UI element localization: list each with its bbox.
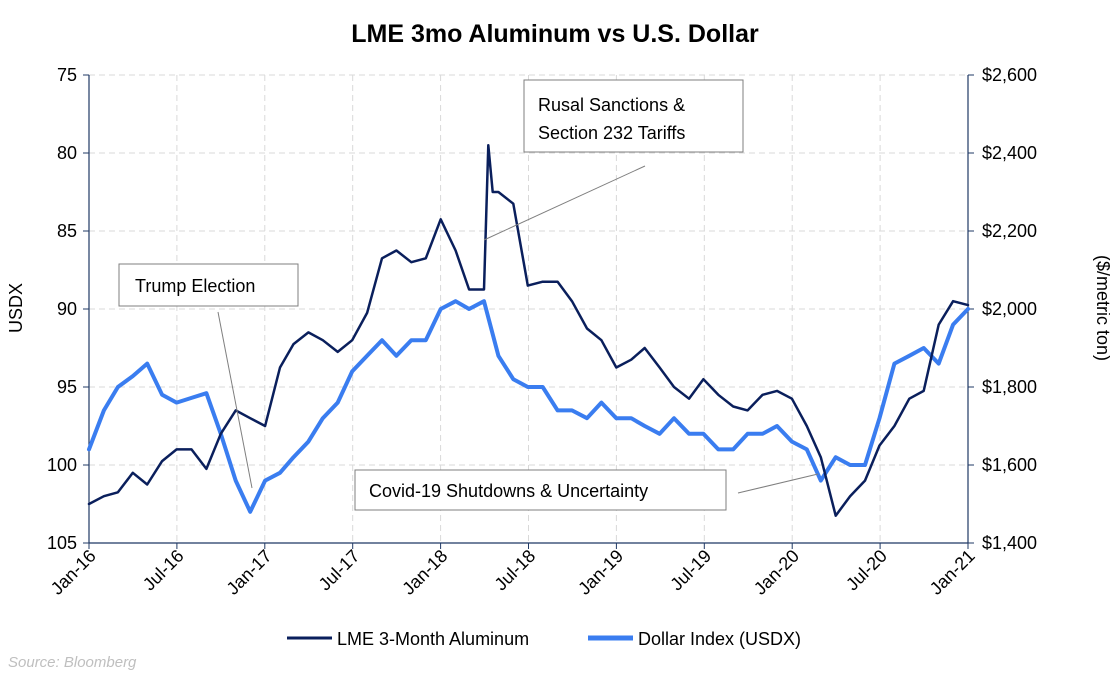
- legend-label-dollar: Dollar Index (USDX): [638, 629, 801, 649]
- x-tick-label: Jul-19: [666, 546, 715, 595]
- x-axis-ticks: Jan-16 Jul-16 Jan-17 Jul-17 Jan-18 Jul-18 Jan-…: [47, 543, 979, 599]
- chart-title: LME 3mo Aluminum vs U.S. Dollar: [351, 20, 759, 48]
- x-tick-label: Jul-18: [491, 546, 540, 595]
- annotation-rusal: Rusal Sanctions & Section 232 Tariffs: [483, 79, 744, 241]
- annotation-trump-box: [118, 263, 299, 307]
- right-tick-label: $1,600: [982, 455, 1037, 475]
- series-lines: [87, 143, 970, 517]
- x-tick-label: Jan-17: [223, 546, 276, 599]
- right-tick-label: $2,200: [982, 221, 1037, 241]
- x-tick-label: Jul-16: [139, 546, 188, 595]
- right-axis-label: ($/metric ton): [1093, 255, 1110, 361]
- left-axis-ticks: 75 80 85 90 95 100 105: [47, 65, 89, 553]
- annotation-trump: Trump Election: [118, 263, 299, 489]
- left-tick-label: 85: [57, 221, 77, 241]
- legend: LME 3-Month Aluminum Dollar Index (USDX): [287, 629, 801, 649]
- x-tick-label: Jul-20: [842, 546, 891, 595]
- x-tick-label: Jan-21: [926, 546, 979, 599]
- annotation-rusal-box: [523, 79, 744, 153]
- annotation-trump-leader: [217, 311, 253, 489]
- annotation-covid-text: Covid-19 Shutdowns & Uncertainty: [369, 481, 648, 501]
- x-tick-label: Jan-16: [47, 546, 100, 599]
- right-axis-ticks: $1,400 $1,600 $1,800 $2,000 $2,200 $2,400 $2,6…: [968, 65, 1037, 553]
- right-tick-label: $2,600: [982, 65, 1037, 85]
- left-tick-label: 105: [47, 533, 77, 553]
- annotation-covid: Covid-19 Shutdowns & Uncertainty: [354, 469, 819, 511]
- x-tick-label: Jan-20: [750, 546, 803, 599]
- left-tick-label: 95: [57, 377, 77, 397]
- annotation-rusal-text-1: Rusal Sanctions &: [538, 95, 685, 115]
- source-note: Source: Bloomberg: [8, 654, 137, 671]
- left-tick-label: 90: [57, 299, 77, 319]
- series-line-dollar-index: [87, 299, 970, 514]
- annotation-rusal-text-2: Section 232 Tariffs: [538, 123, 685, 143]
- annotation-covid-box: [354, 469, 727, 511]
- left-axis-label: USDX: [6, 283, 26, 333]
- left-tick-label: 80: [57, 143, 77, 163]
- x-tick-label: Jan-18: [398, 546, 451, 599]
- right-tick-label: $1,400: [982, 533, 1037, 553]
- annotation-covid-leader: [737, 473, 819, 494]
- left-tick-label: 75: [57, 65, 77, 85]
- right-tick-label: $1,800: [982, 377, 1037, 397]
- right-tick-label: $2,000: [982, 299, 1037, 319]
- legend-label-aluminum: LME 3-Month Aluminum: [337, 629, 529, 649]
- left-tick-label: 100: [47, 455, 77, 475]
- annotation-rusal-leader: [483, 165, 646, 241]
- x-tick-label: Jul-17: [315, 546, 364, 595]
- x-tick-label: Jan-19: [574, 546, 627, 599]
- series-line-aluminum: [87, 143, 970, 517]
- annotation-trump-text: Trump Election: [135, 276, 255, 296]
- right-tick-label: $2,400: [982, 143, 1037, 163]
